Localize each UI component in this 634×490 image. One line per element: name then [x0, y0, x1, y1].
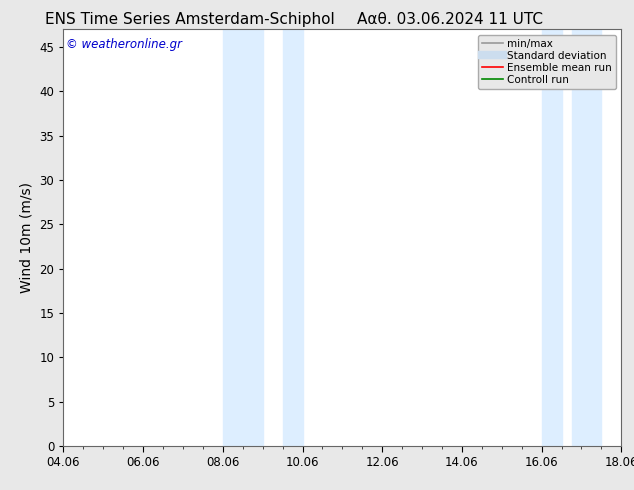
- Text: Ααθ. 03.06.2024 11 UTC: Ααθ. 03.06.2024 11 UTC: [357, 12, 543, 27]
- Bar: [223, 29, 262, 446]
- Legend: min/max, Standard deviation, Ensemble mean run, Controll run: min/max, Standard deviation, Ensemble me…: [478, 35, 616, 89]
- Bar: [571, 29, 602, 446]
- Text: ENS Time Series Amsterdam-Schiphol: ENS Time Series Amsterdam-Schiphol: [45, 12, 335, 27]
- Text: © weatheronline.gr: © weatheronline.gr: [66, 38, 182, 51]
- Bar: [283, 29, 302, 446]
- Bar: [541, 29, 562, 446]
- Y-axis label: Wind 10m (m/s): Wind 10m (m/s): [20, 182, 34, 293]
